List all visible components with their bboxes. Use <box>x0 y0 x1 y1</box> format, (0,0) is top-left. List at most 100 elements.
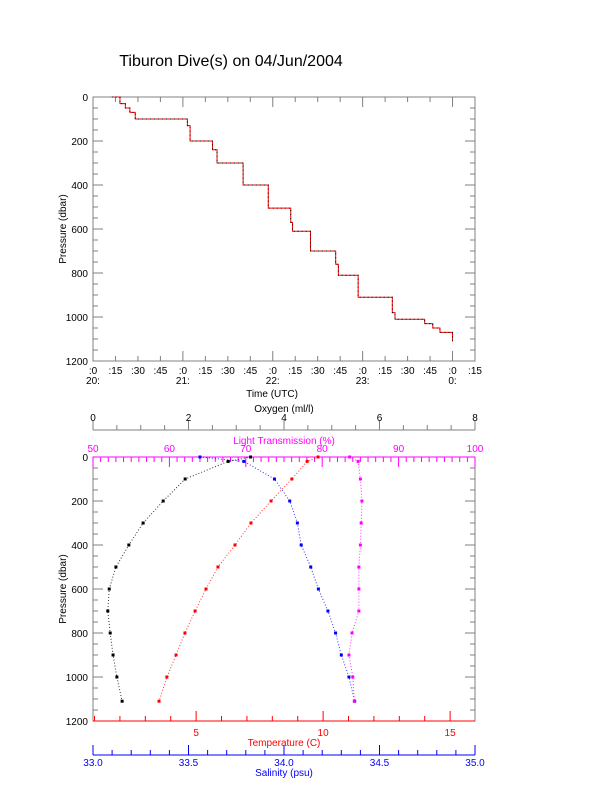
temperature-data-point <box>216 565 220 569</box>
light-tick-label: 100 <box>467 444 484 455</box>
x-hour-label: 0: <box>448 376 456 387</box>
salinity-tick-label: 34.5 <box>370 758 390 769</box>
x-hour-label: 23: <box>356 376 370 387</box>
light-data-point <box>360 499 364 503</box>
y-tick-label: 200 <box>71 137 88 148</box>
x-tick-label: :0 <box>448 366 457 377</box>
oxygen-data-point <box>183 477 187 481</box>
oxygen-tick-label: 8 <box>472 413 478 424</box>
light-tick-label: 90 <box>393 444 405 455</box>
x-tick-label: :30 <box>131 366 145 377</box>
x-tick-label: :30 <box>311 366 325 377</box>
y-tick-label: 0 <box>82 453 88 464</box>
x-tick-label: :15 <box>109 366 123 377</box>
x-tick-label: :45 <box>423 366 437 377</box>
temperature-axis-title: Temperature (C) <box>248 738 321 749</box>
light-profile-line <box>348 456 363 702</box>
x-tick-label: :45 <box>153 366 167 377</box>
oxygen-data-point <box>114 565 118 569</box>
y-tick-label: 200 <box>71 497 88 508</box>
dive-track-line <box>111 96 454 342</box>
x-tick-label: :0 <box>358 366 367 377</box>
salinity-data-point <box>272 477 276 481</box>
temperature-data-point <box>233 543 237 547</box>
x-tick-label: :30 <box>401 366 415 377</box>
temperature-data-point <box>249 521 253 525</box>
oxygen-data-point <box>115 675 119 679</box>
oxygen-tick-label: 6 <box>377 413 383 424</box>
salinity-tick-label: 35.0 <box>465 758 485 769</box>
salinity-data-point <box>339 653 343 657</box>
salinity-data-point <box>299 543 303 547</box>
x-axis-title: Time (UTC) <box>246 389 298 400</box>
x-hour-label: 22: <box>266 376 280 387</box>
light-data-point <box>358 543 362 547</box>
light-tick-label: 70 <box>240 444 252 455</box>
temperature-data-point <box>305 459 309 463</box>
light-tick-label: 60 <box>164 444 176 455</box>
salinity-axis-title: Salinity (psu) <box>255 768 313 779</box>
light-data-point <box>348 455 352 459</box>
oxygen-data-point <box>120 699 124 703</box>
y-tick-label: 800 <box>71 269 88 280</box>
light-data-point <box>350 631 354 635</box>
plot2-frame <box>92 456 476 722</box>
oxygen-tick-label: 4 <box>281 413 287 424</box>
y-tick-label: 600 <box>71 585 88 596</box>
light-axis-title: Light Transmission (%) <box>233 436 335 447</box>
salinity-data-point <box>288 499 292 503</box>
chart-title: Tiburon Dive(s) on 04/Jun/2004 <box>119 53 343 70</box>
oxygen-data-point <box>161 499 165 503</box>
salinity-profile-line <box>199 456 356 702</box>
salinity-tick-label: 34.0 <box>274 758 294 769</box>
oxygen-data-point <box>107 587 111 591</box>
dive-track-dots <box>111 96 454 342</box>
y-axis-title: Pressure (dbar) <box>58 554 69 623</box>
temperature-data-point <box>316 455 320 459</box>
oxygen-tick-label: 0 <box>90 413 96 424</box>
oxygen-data-point <box>111 653 115 657</box>
oxygen-data-point <box>249 455 253 459</box>
plot1-frame <box>92 96 476 362</box>
x-tick-label: :15 <box>198 366 212 377</box>
x-tick-label: :0 <box>179 366 188 377</box>
salinity-data-point <box>242 459 246 463</box>
temperature-data-point <box>183 631 187 635</box>
x-tick-label: :15 <box>288 366 302 377</box>
temperature-tick-label: 15 <box>445 728 457 739</box>
light-data-point <box>347 653 351 657</box>
oxygen-profile-line <box>107 456 251 702</box>
salinity-data-point <box>309 565 313 569</box>
oxygen-data-point <box>127 543 131 547</box>
temperature-data-point <box>269 499 273 503</box>
y-tick-label: 1200 <box>66 717 89 728</box>
salinity-tick-label: 33.0 <box>83 758 103 769</box>
oxygen-data-point <box>106 609 110 613</box>
temperature-tick-label: 5 <box>193 728 199 739</box>
light-data-point <box>357 565 361 569</box>
x-tick-label: :45 <box>333 366 347 377</box>
light-data-point <box>356 459 360 463</box>
x-hour-label: 21: <box>176 376 190 387</box>
x-tick-label: :0 <box>269 366 278 377</box>
y-tick-label: 1000 <box>66 313 89 324</box>
light-data-point <box>357 609 361 613</box>
x-hour-label: 20: <box>86 376 100 387</box>
y-axis-title: Pressure (dbar) <box>58 194 69 263</box>
salinity-data-point <box>334 631 338 635</box>
y-tick-label: 0 <box>82 93 88 104</box>
salinity-tick-label: 33.5 <box>179 758 199 769</box>
temperature-profile-line <box>158 456 319 702</box>
light-data-point <box>359 521 363 525</box>
x-tick-label: :15 <box>468 366 482 377</box>
x-tick-label: :0 <box>89 366 98 377</box>
temperature-data-point <box>165 675 169 679</box>
salinity-data-point <box>326 609 330 613</box>
temperature-data-point <box>204 587 208 591</box>
y-tick-label: 1000 <box>66 673 89 684</box>
y-tick-label: 600 <box>71 225 88 236</box>
salinity-data-point <box>295 521 299 525</box>
temperature-data-point <box>157 699 161 703</box>
salinity-data-point <box>198 455 202 459</box>
